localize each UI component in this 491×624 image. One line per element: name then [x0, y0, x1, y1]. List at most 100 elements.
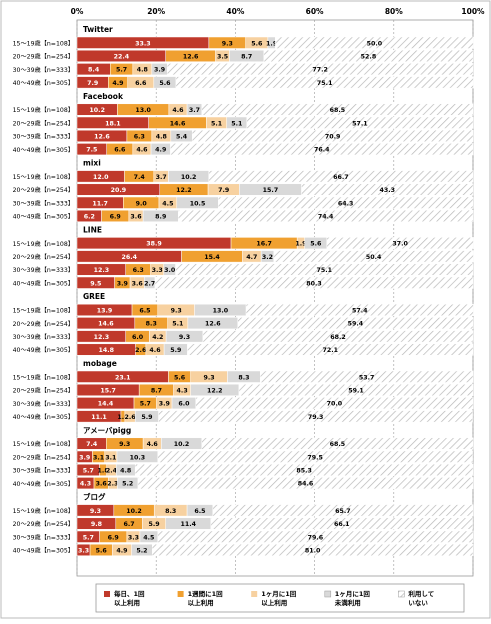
data-label: 5.2 — [122, 481, 133, 488]
data-label: 81.0 — [305, 547, 321, 554]
data-label: 1.9 — [266, 40, 277, 47]
bar-segment — [175, 263, 474, 276]
bar-segment — [175, 76, 474, 89]
legend-label: 1ヶ月に1回以上利用 — [261, 589, 297, 607]
data-label: 7.9 — [218, 187, 229, 194]
data-label: 2.3 — [107, 481, 118, 488]
data-label: 5.6 — [174, 374, 186, 381]
data-label: 3.7 — [189, 107, 200, 114]
data-label: 4.6 — [136, 147, 148, 154]
row-label: 20〜29歳【n=254】 — [13, 119, 74, 127]
row-label: 40〜49歳【n=305】 — [13, 213, 74, 221]
bar-segment — [201, 103, 474, 116]
data-label: 6.0 — [132, 334, 144, 341]
data-label: 14.6 — [98, 321, 114, 328]
data-label: 7.5 — [86, 147, 97, 154]
data-label: 5.6 — [96, 547, 108, 554]
bar-segment — [273, 250, 474, 263]
data-label: 6.5 — [194, 508, 205, 515]
row-label: 15〜19歳【n=108】 — [13, 507, 74, 515]
row-label: 30〜39歳【n=333】 — [13, 266, 74, 274]
data-label: 5.1 — [211, 120, 222, 127]
data-label: 1.9 — [295, 241, 306, 248]
bar-segment — [178, 209, 474, 222]
data-label: 26.4 — [121, 254, 137, 261]
legend-swatch — [177, 591, 184, 597]
data-label: 4.6 — [149, 347, 161, 354]
data-label: 4.8 — [137, 67, 148, 74]
legend-swatch — [324, 590, 332, 598]
data-label: 3.6 — [132, 280, 144, 287]
data-label: 4.5 — [162, 200, 173, 207]
legend-box — [95, 583, 465, 613]
data-label: 3.3 — [78, 547, 89, 554]
data-label: 5.7 — [140, 401, 151, 408]
bar-segment — [191, 129, 474, 142]
data-label: 13.0 — [135, 107, 151, 114]
data-label: 4.3 — [177, 387, 188, 394]
row-label: 40〜49歳【n=305】 — [13, 547, 74, 555]
data-label: 2.4 — [106, 467, 118, 474]
data-label: 6.6 — [135, 80, 147, 87]
data-label: 3.9 — [79, 454, 90, 461]
data-label: 53.7 — [359, 374, 375, 381]
data-label: 4.7 — [246, 254, 257, 261]
x-tick-label: 80% — [385, 7, 403, 16]
group-title: ブログ — [83, 492, 106, 502]
data-label: 12.6 — [183, 53, 199, 60]
data-label: 68.5 — [330, 441, 346, 448]
data-label: 80.3 — [306, 280, 322, 287]
data-label: 12.6 — [205, 321, 221, 328]
data-label: 3.6 — [130, 213, 142, 220]
x-tick-label: 60% — [306, 7, 324, 16]
data-label: 3.3 — [152, 267, 163, 274]
row-label: 40〜49歳【n=305】 — [13, 346, 74, 354]
data-label: 22.4 — [114, 53, 130, 60]
data-label: 5.6 — [251, 40, 263, 47]
bar-segment — [208, 170, 474, 183]
row-label: 15〜19歳【n=108】 — [13, 106, 74, 114]
row-label: 30〜39歳【n=333】 — [13, 66, 74, 74]
data-label: 3.5 — [217, 53, 228, 60]
data-label: 8.3 — [238, 374, 249, 381]
data-label: 57.4 — [352, 307, 368, 314]
row-label: 30〜39歳【n=333】 — [13, 333, 74, 341]
data-label: 8.7 — [151, 387, 162, 394]
data-label: 8.3 — [165, 508, 176, 515]
data-label: 4.2 — [152, 334, 163, 341]
x-tick-label: 0% — [71, 7, 84, 16]
row-label: 15〜19歳【n=108】 — [13, 173, 74, 181]
data-label: 7.4 — [134, 174, 146, 181]
data-label: 6.3 — [133, 267, 144, 274]
row-label: 20〜29歳【n=254】 — [13, 320, 74, 328]
row-label: 15〜19歳【n=108】 — [13, 440, 74, 448]
data-label: 75.1 — [317, 80, 333, 87]
data-label: 13.0 — [213, 307, 229, 314]
data-label: 23.1 — [115, 374, 131, 381]
data-label: 9.3 — [179, 334, 190, 341]
data-label: 3.7 — [156, 174, 167, 181]
data-label: 66.7 — [333, 174, 349, 181]
data-label: 3.1 — [93, 454, 104, 461]
row-label: 20〜29歳【n=254】 — [13, 253, 74, 261]
data-label: 15.4 — [204, 254, 220, 261]
data-label: 38.9 — [146, 241, 162, 248]
bar-segment — [245, 303, 474, 316]
row-label: 15〜19歳【n=108】 — [13, 373, 74, 381]
data-label: 10.2 — [126, 508, 142, 515]
data-label: 79.6 — [308, 534, 324, 541]
data-label: 9.0 — [136, 200, 148, 207]
data-label: 5.9 — [148, 521, 159, 528]
row-label: 20〜29歳【n=254】 — [13, 186, 74, 194]
row-label: 30〜39歳【n=333】 — [13, 400, 74, 408]
bar-segment — [157, 530, 474, 543]
data-label: 4.6 — [147, 441, 159, 448]
data-label: 15.7 — [263, 187, 279, 194]
data-label: 4.9 — [116, 547, 127, 554]
row-label: 30〜39歳【n=333】 — [13, 199, 74, 207]
data-label: 6.7 — [123, 521, 134, 528]
data-label: 9.3 — [119, 441, 130, 448]
data-label: 12.0 — [93, 174, 109, 181]
row-label: 40〜49歳【n=305】 — [13, 279, 74, 287]
legend-swatch — [398, 590, 405, 598]
